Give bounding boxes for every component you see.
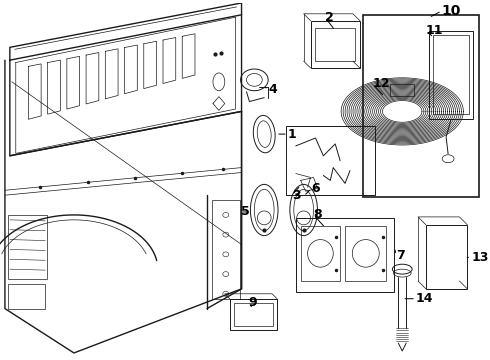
Text: 14: 14 — [416, 292, 434, 305]
Text: 12: 12 — [373, 77, 390, 90]
Text: 13: 13 — [471, 251, 489, 264]
Text: 11: 11 — [426, 24, 443, 37]
Text: 4: 4 — [268, 83, 277, 96]
Bar — [426, 225, 467, 289]
Text: 9: 9 — [248, 296, 257, 309]
Bar — [234, 303, 273, 326]
Text: 10: 10 — [441, 4, 461, 18]
Text: 3: 3 — [292, 189, 300, 202]
Bar — [230, 299, 277, 330]
Bar — [8, 215, 48, 279]
Bar — [429, 31, 473, 119]
Bar — [301, 226, 340, 281]
Text: 2: 2 — [325, 11, 334, 24]
Bar — [8, 284, 46, 309]
Bar — [433, 36, 469, 114]
Bar — [391, 84, 414, 96]
Bar — [345, 226, 387, 281]
Text: 6: 6 — [312, 182, 320, 195]
Bar — [212, 200, 240, 299]
Bar — [316, 28, 355, 61]
Text: 5: 5 — [241, 206, 249, 219]
Bar — [363, 15, 479, 197]
Bar — [296, 218, 394, 292]
Bar — [311, 21, 360, 68]
Text: 7: 7 — [396, 249, 405, 262]
Text: 8: 8 — [314, 208, 322, 221]
Text: 1: 1 — [288, 127, 296, 141]
Bar — [286, 126, 375, 195]
